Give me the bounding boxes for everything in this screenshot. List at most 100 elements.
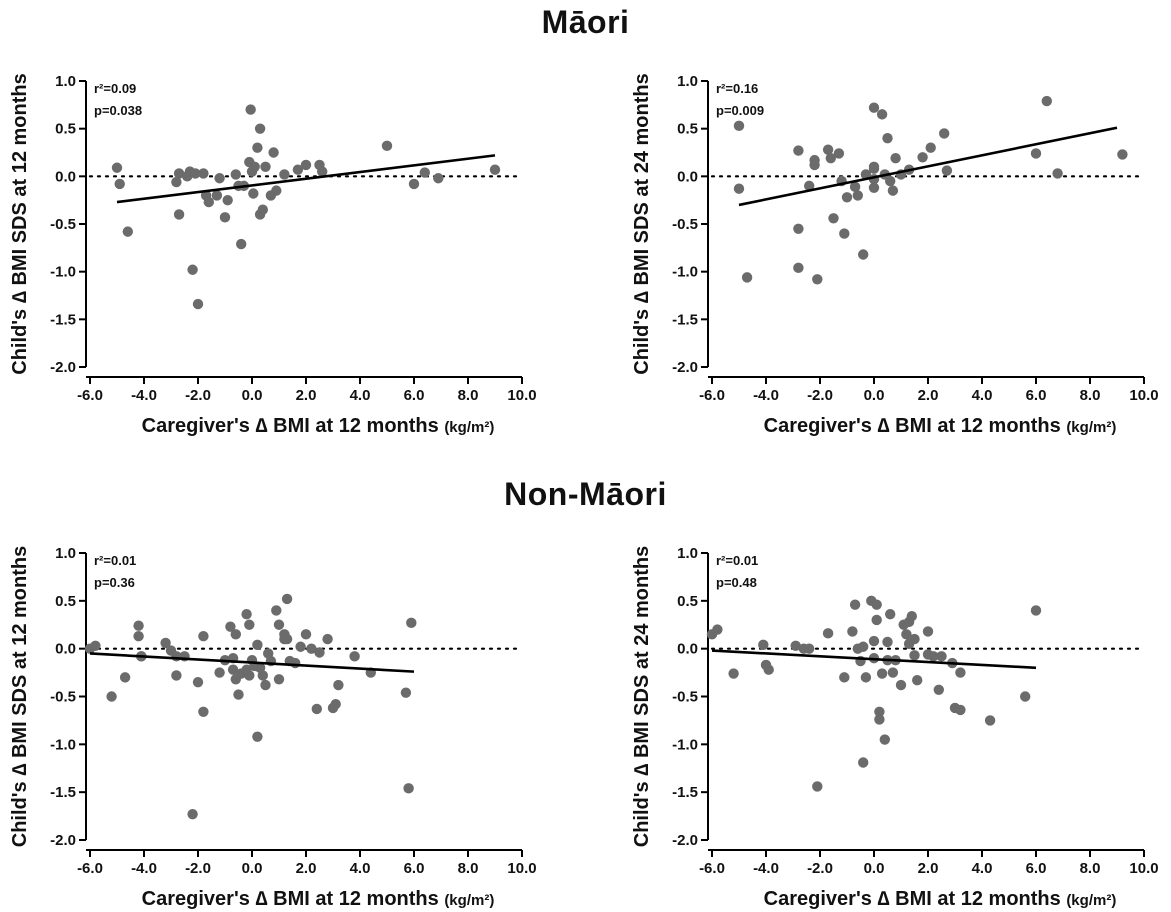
data-point xyxy=(868,102,880,113)
x-tick-label: 0.0 xyxy=(864,860,885,877)
x-tick-label: -4.0 xyxy=(753,860,779,877)
data-point xyxy=(330,698,341,710)
x-tick-label: 10.0 xyxy=(507,860,536,877)
data-point xyxy=(885,175,896,187)
data-point xyxy=(858,757,869,768)
data-point xyxy=(887,185,899,196)
scatter-panel-3: 1.00.50.0-0.5-1.0-1.5-2.0-6.0 -4.0 -2.0 0.0… xyxy=(9,545,537,910)
data-point xyxy=(879,734,890,745)
group-title-non-maori: Non-Māori xyxy=(504,476,667,512)
data-point xyxy=(860,169,872,180)
y-tick-label: 1.0 xyxy=(677,73,698,90)
y-tick-label: 0.0 xyxy=(677,641,698,658)
data-point xyxy=(400,687,412,698)
data-point xyxy=(882,133,893,144)
data-point xyxy=(187,264,198,275)
data-point xyxy=(822,144,834,155)
data-point xyxy=(1117,149,1128,160)
data-point xyxy=(187,808,198,820)
x-axis-label: Caregiver's ∆ BMI at 12 months (kg/m²) xyxy=(142,888,495,910)
scatter-panel-4: 1.00.50.0-0.5-1.0-1.5-2.0-6.0 -4.0 -2.0 0.0… xyxy=(631,545,1159,910)
data-point xyxy=(876,668,888,679)
data-point xyxy=(214,667,225,678)
data-point xyxy=(233,689,244,700)
data-point xyxy=(111,162,123,173)
x-tick-label: 6.0 xyxy=(404,387,425,404)
data-point xyxy=(812,274,823,285)
r-squared-label: r²=0.09 xyxy=(94,81,136,96)
data-point xyxy=(279,169,290,180)
data-point xyxy=(252,142,263,153)
data-point xyxy=(260,161,271,172)
x-axis-unit: (kg/m²) xyxy=(1066,892,1116,909)
x-axis-unit: (kg/m²) xyxy=(1066,419,1116,436)
x-tick-label: -2.0 xyxy=(185,860,211,877)
data-point xyxy=(1019,691,1031,702)
y-tick-label: 1.0 xyxy=(55,545,76,562)
data-point xyxy=(955,704,966,716)
scatter-panel-2: 1.00.50.0-0.5-1.0-1.5-2.0-6.0 -4.0 -2.0 0.0… xyxy=(631,73,1159,437)
x-tick-label: 6.0 xyxy=(404,860,425,877)
data-point xyxy=(219,212,231,223)
data-point xyxy=(804,643,815,654)
x-tick-label: 0.0 xyxy=(242,860,263,877)
data-point xyxy=(728,668,739,679)
data-point xyxy=(890,153,901,164)
data-point xyxy=(230,169,241,180)
r-squared-label: r²=0.01 xyxy=(716,553,758,568)
data-point xyxy=(290,657,301,669)
data-point xyxy=(311,703,322,715)
data-point xyxy=(793,262,804,274)
data-point xyxy=(281,633,293,645)
data-point xyxy=(248,188,259,199)
x-tick-label: 4.0 xyxy=(972,860,993,877)
data-point xyxy=(874,714,885,725)
data-point xyxy=(268,147,279,158)
x-tick-label: -6.0 xyxy=(77,387,103,404)
data-point xyxy=(198,168,209,179)
p-value-label: p=0.009 xyxy=(716,103,764,118)
data-point xyxy=(909,633,920,645)
data-point xyxy=(941,165,953,176)
x-tick-label: -6.0 xyxy=(77,860,103,877)
y-tick-label: -2.0 xyxy=(50,832,76,849)
y-tick-label: 0.5 xyxy=(677,593,698,610)
data-point xyxy=(322,633,333,645)
y-tick-label: 0.0 xyxy=(677,168,698,185)
data-point xyxy=(895,679,907,691)
data-point xyxy=(119,672,131,683)
data-point xyxy=(922,626,934,637)
data-point xyxy=(841,192,853,203)
data-point xyxy=(349,651,360,662)
data-point xyxy=(171,670,182,681)
data-point xyxy=(885,609,896,620)
data-point xyxy=(245,104,256,115)
data-point xyxy=(858,249,869,260)
data-point xyxy=(793,145,804,156)
data-point xyxy=(741,272,753,283)
data-point xyxy=(271,605,282,616)
data-point xyxy=(489,164,501,175)
data-point xyxy=(106,691,117,702)
regression-line xyxy=(89,652,415,673)
y-tick-label: -2.0 xyxy=(672,359,698,376)
data-point xyxy=(292,164,304,175)
data-point xyxy=(928,651,939,662)
data-point xyxy=(852,190,863,201)
data-point xyxy=(281,593,293,605)
data-point xyxy=(254,123,266,134)
regression-line xyxy=(116,154,496,204)
y-tick-label: 0.0 xyxy=(55,641,76,658)
data-point xyxy=(90,640,101,651)
data-point xyxy=(849,599,861,610)
data-point xyxy=(871,614,882,626)
data-point xyxy=(876,109,888,120)
x-tick-label: 2.0 xyxy=(296,387,317,404)
data-point xyxy=(822,628,834,639)
data-point xyxy=(790,640,801,651)
data-point xyxy=(252,731,263,742)
data-point xyxy=(114,178,125,190)
data-point xyxy=(241,609,252,620)
y-tick-label: 0.5 xyxy=(55,121,76,138)
data-point xyxy=(222,194,233,206)
